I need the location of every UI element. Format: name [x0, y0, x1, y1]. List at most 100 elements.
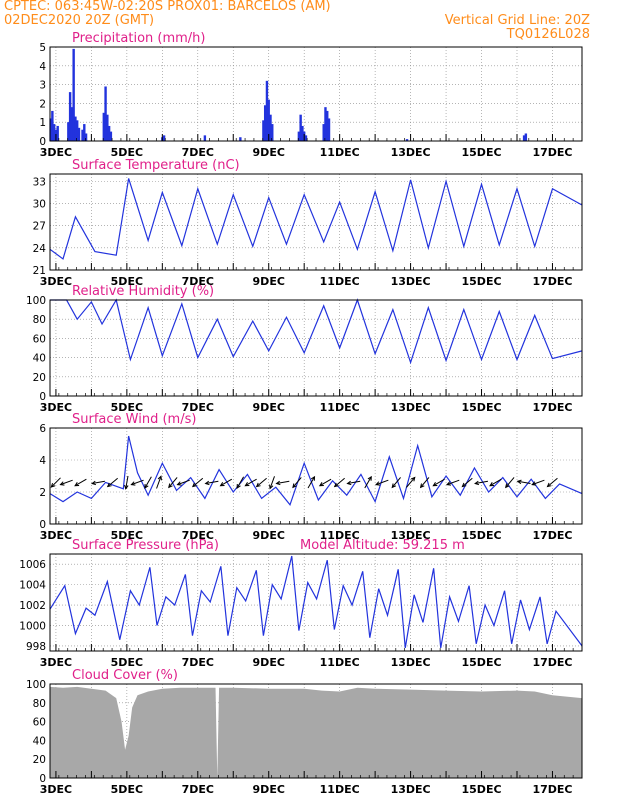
x-tick-label: 5DEC [111, 783, 143, 796]
series-line [49, 555, 583, 649]
x-tick-label: 13DEC [391, 656, 431, 669]
precip-bar [299, 114, 302, 141]
wind-arrow [236, 476, 245, 489]
y-tick-label: 100 [26, 679, 46, 691]
precip-bar [106, 114, 109, 141]
wind-arrow [156, 476, 162, 489]
precip-bar [76, 120, 79, 141]
wind-arrow [91, 480, 105, 485]
precip-bar [267, 99, 270, 141]
y-tick-label: 80 [33, 698, 46, 710]
precip-bar [83, 124, 86, 141]
precip-bar [104, 86, 107, 141]
precip-bar [326, 110, 329, 141]
wind-arrow-head [474, 480, 480, 486]
panel-2: 0 20 40 60 80 100 3DEC 5DEC 7DEC 9DEC 11DEC 13DEC 15… [26, 284, 583, 414]
plot-frame [49, 46, 583, 142]
wind-arrow-head [531, 481, 537, 486]
wind-arrow [375, 479, 389, 486]
y-tick-label: 80 [33, 314, 46, 326]
wind-arrow-head [168, 483, 173, 489]
panel-title: Surface Temperature (nC) [72, 158, 240, 173]
precip-bar [49, 118, 52, 141]
wind-arrow [433, 478, 445, 487]
wind-arrow [220, 478, 233, 487]
precip-bar [107, 125, 111, 141]
precip-bar [102, 112, 106, 141]
wind-arrow-head [275, 480, 281, 486]
wind-arrow [192, 477, 204, 487]
x-tick-label: 13DEC [391, 401, 431, 414]
wind-arrow-head [446, 481, 452, 486]
wind-arrow [177, 479, 190, 486]
x-tick-label: 7DEC [182, 783, 214, 796]
y-tick-label: 60 [33, 333, 46, 345]
wind-arrow [276, 480, 290, 485]
y-tick-label: 21 [33, 265, 46, 277]
x-tick-label: 11DEC [320, 783, 360, 796]
x-tick-label: 5DEC [111, 401, 143, 414]
precip-bar [72, 48, 75, 141]
wind-arrow-head [176, 481, 182, 486]
model-altitude-note: Model Altitude: 59.215 m [300, 538, 465, 553]
wind-arrow [168, 477, 178, 488]
x-tick-label: 13DEC [391, 783, 431, 796]
x-tick-label: 13DEC [391, 146, 431, 159]
wind-arrow [406, 477, 416, 488]
header-model-id: TQ0126L028 [506, 27, 590, 42]
panel-5: 0 20 40 60 80 100 3DEC 5DEC 7DEC 9DEC 11DEC 13DEC 15… [26, 668, 583, 796]
x-tick-label: 7DEC [182, 275, 214, 288]
precip-bar [56, 125, 59, 141]
x-tick-label: 3DEC [40, 783, 72, 796]
x-tick-label: 3DEC [40, 656, 72, 669]
wind-arrow-head [244, 482, 250, 487]
wind-arrow [364, 476, 372, 489]
y-tick-label: 33 [33, 176, 46, 188]
x-tick-label: 9DEC [253, 783, 285, 796]
y-tick-label: 0 [39, 773, 46, 785]
panel-title: Surface Wind (m/s) [72, 412, 196, 427]
wind-arrow-head [219, 482, 225, 487]
wind-arrow-head [90, 480, 97, 486]
y-tick-label: 998 [26, 641, 46, 653]
wind-arrow [245, 478, 257, 487]
wind-arrow-head [333, 482, 339, 488]
x-tick-label: 15DEC [462, 656, 502, 669]
y-tick-label: 2 [39, 98, 46, 110]
wind-arrow-head [130, 481, 136, 486]
y-tick-label: 3 [39, 80, 46, 92]
panel-4: 998 1000 1002 1004 1006 3DEC 5DEC 7DEC 9DEC 11DEC… [19, 538, 583, 669]
header-location: CPTEC: 063:45W-02:20S PROX01: BARCELOS (… [4, 0, 331, 14]
wind-arrow [462, 477, 473, 487]
precip-bar [203, 135, 207, 141]
wind-arrow [74, 478, 87, 487]
series-line [50, 298, 583, 365]
cloud-cover-area [50, 686, 582, 778]
plot-frame [49, 553, 583, 652]
x-tick-label: 17DEC [532, 401, 572, 414]
x-tick-label: 3DEC [40, 401, 72, 414]
wind-arrow-head [59, 481, 65, 486]
x-tick-label: 9DEC [253, 529, 285, 542]
y-tick-label: 5 [39, 42, 46, 54]
precip-bar [68, 92, 72, 141]
wind-arrow-head [74, 482, 80, 487]
wind-arrow-head [461, 482, 467, 488]
y-tick-label: 0 [39, 136, 46, 148]
y-tick-label: 20 [33, 372, 46, 384]
x-tick-label: 15DEC [462, 529, 502, 542]
plot-frame [49, 299, 583, 397]
wind-arrow-head [391, 483, 397, 489]
y-tick-label: 40 [33, 353, 46, 365]
precip-bar [301, 125, 304, 141]
x-tick-label: 17DEC [532, 529, 572, 542]
x-tick-label: 11DEC [320, 529, 360, 542]
precip-bar [52, 124, 56, 141]
x-tick-label: 3DEC [40, 529, 72, 542]
precip-bar [81, 129, 84, 141]
x-tick-label: 11DEC [320, 146, 360, 159]
wind-arrow [107, 477, 118, 487]
header-date: 02DEC2020 20Z (GMT) [4, 13, 155, 28]
wind-arrow [307, 476, 315, 489]
